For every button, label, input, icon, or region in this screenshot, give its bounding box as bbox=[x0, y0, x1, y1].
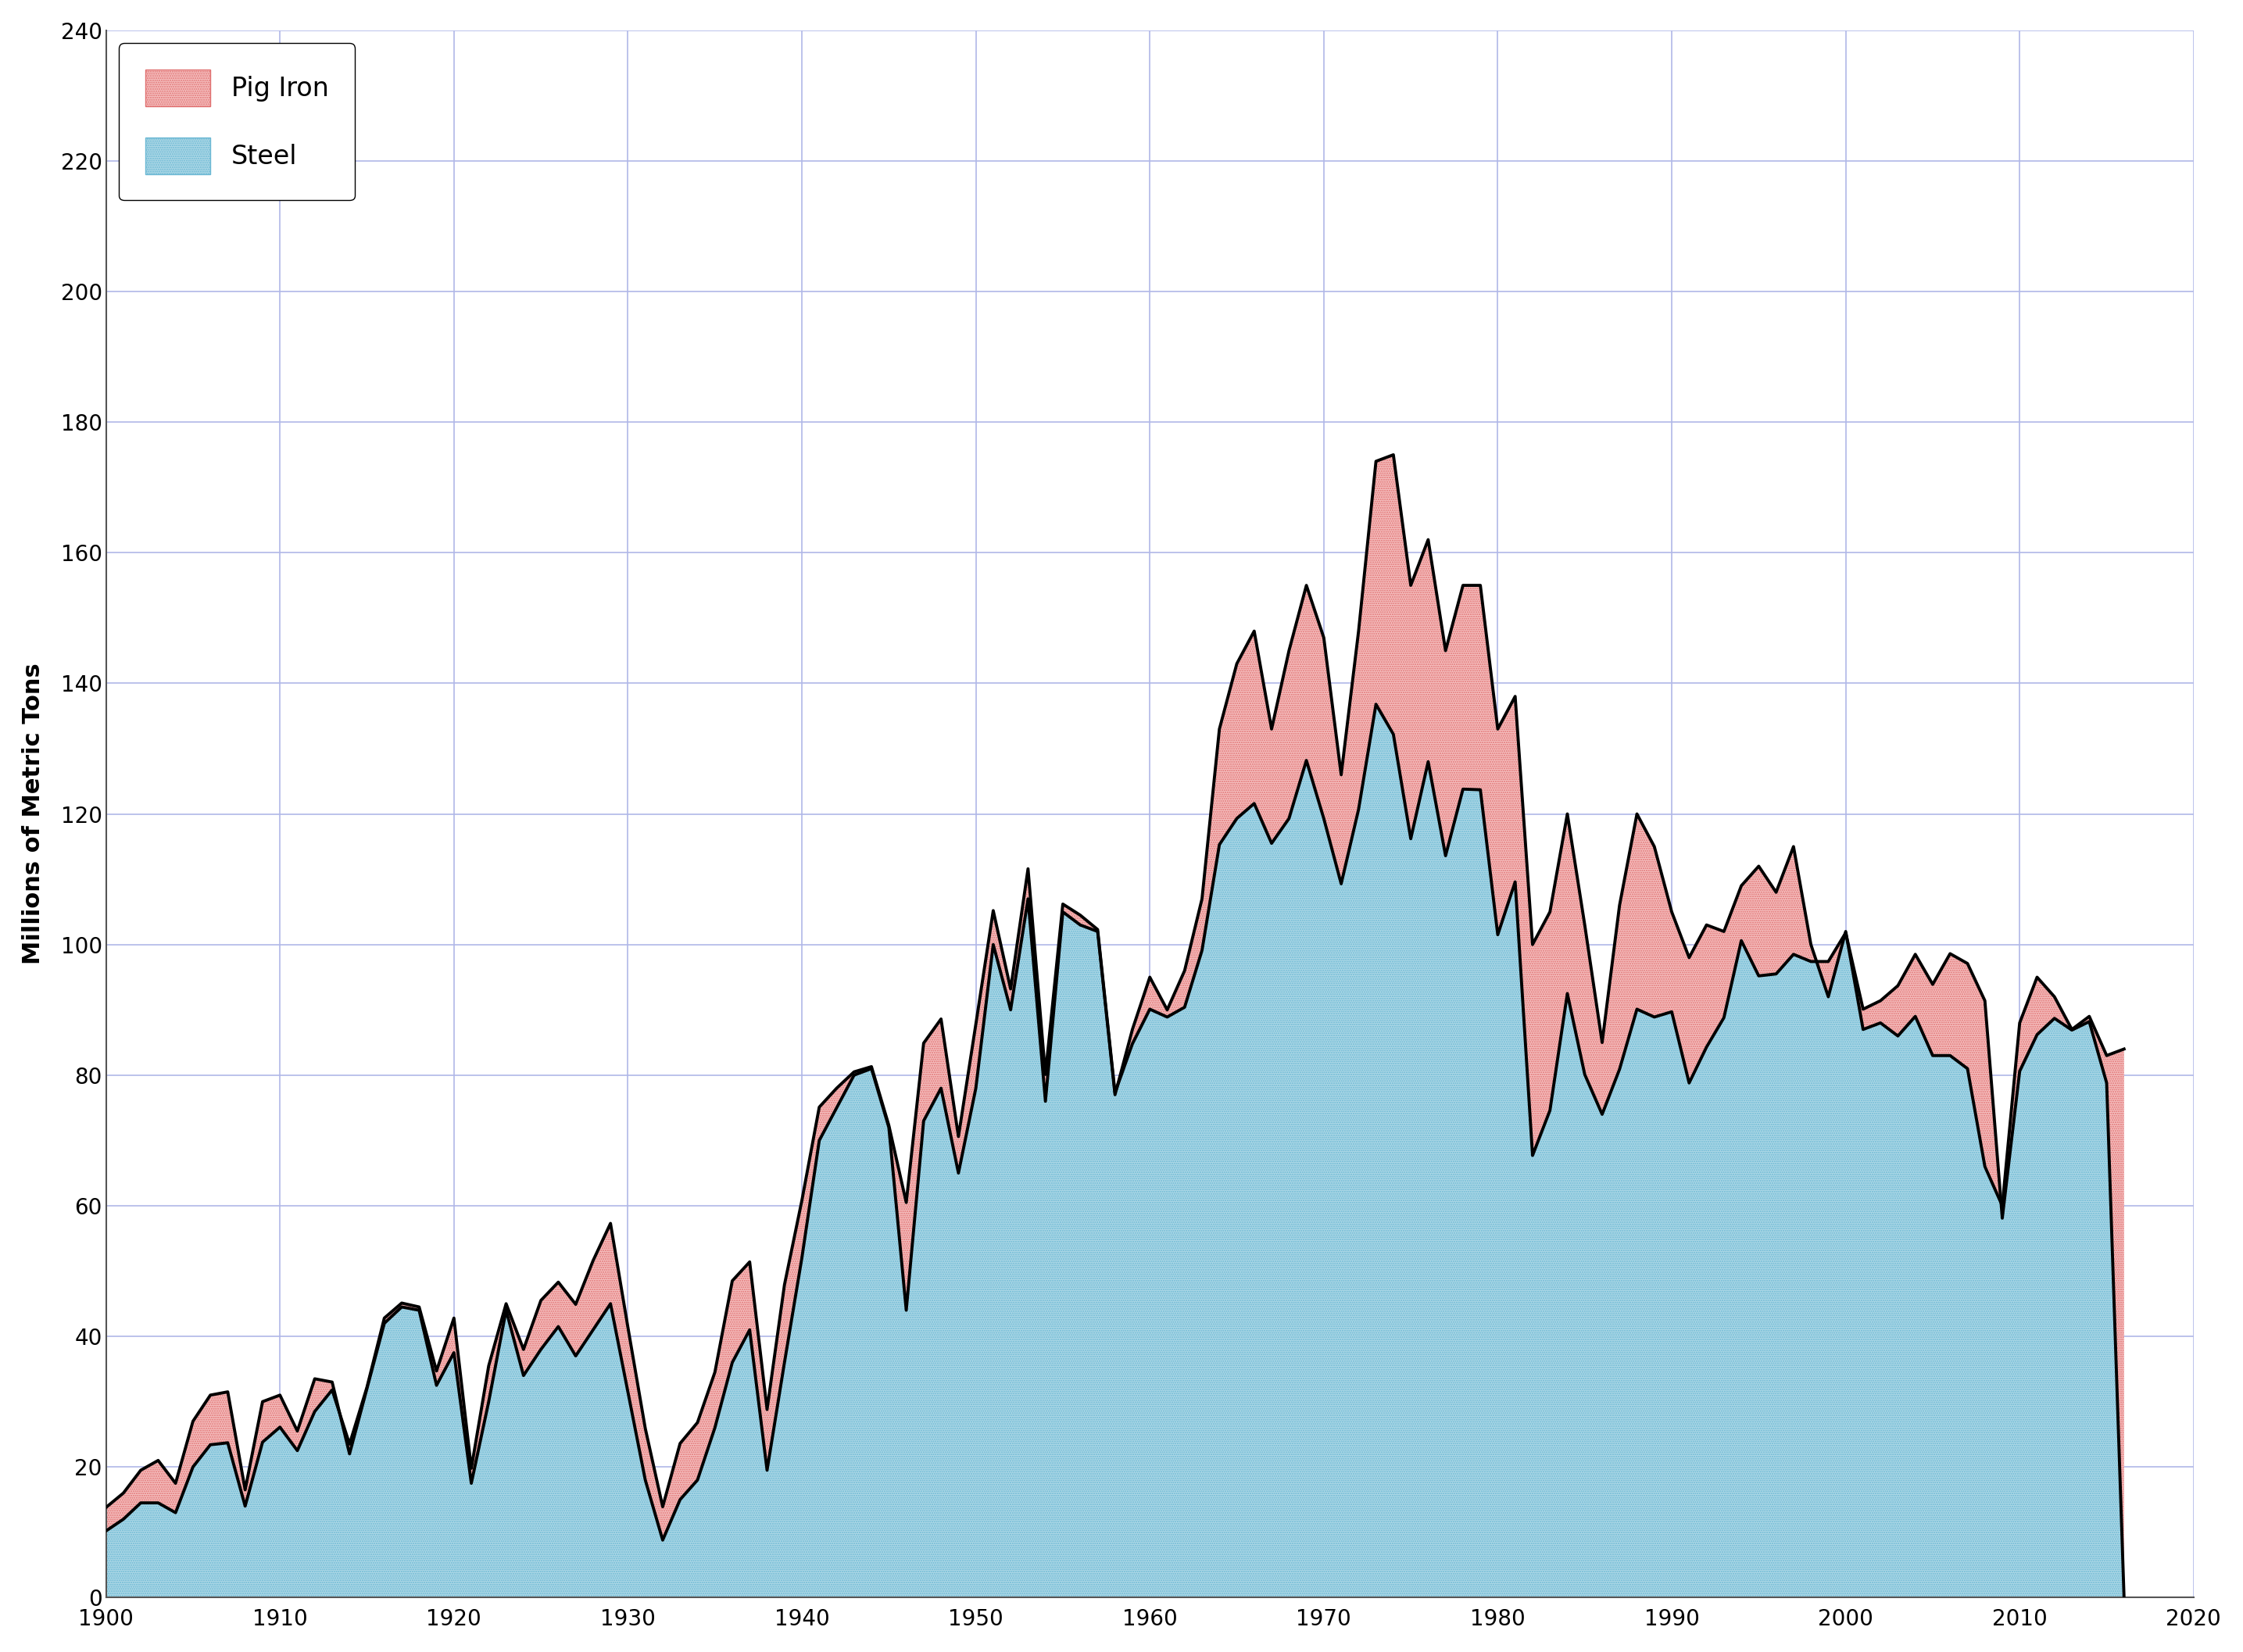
Legend: Pig Iron, Steel: Pig Iron, Steel bbox=[119, 43, 354, 200]
Y-axis label: Millions of Metric Tons: Millions of Metric Tons bbox=[22, 662, 45, 965]
